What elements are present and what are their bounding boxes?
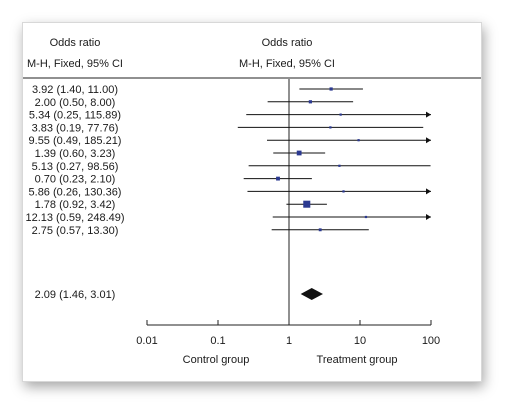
x-tick-label-3: 1 xyxy=(286,335,292,347)
x-axis-label-right: Treatment group xyxy=(317,354,398,366)
x-tick-label-4: 10 xyxy=(354,335,366,347)
ci-arrow-3 xyxy=(426,111,431,118)
x-axis-label-left: Control group xyxy=(183,354,250,366)
x-tick-label-1: 0.01 xyxy=(136,335,157,347)
forest-plot-panel: Odds ratio M-H, Fixed, 95% CI Odds ratio… xyxy=(22,22,482,382)
study-label-2: 2.00 (0.50, 8.00) xyxy=(35,97,116,109)
study-label-10: 1.78 (0.92, 3.42) xyxy=(35,199,116,211)
pooled-label: 2.09 (1.46, 3.01) xyxy=(35,289,116,301)
study-label-7: 5.13 (0.27, 98.56) xyxy=(32,161,119,173)
x-tick-label-2: 0.1 xyxy=(210,335,225,347)
point-marker-8 xyxy=(276,176,280,181)
study-label-9: 5.86 (0.26, 130.36) xyxy=(29,186,122,198)
ci-arrow-9 xyxy=(426,188,431,195)
study-label-5: 9.55 (0.49, 185.21) xyxy=(29,135,122,147)
point-marker-1 xyxy=(329,87,333,91)
study-label-11: 12.13 (0.59, 248.49) xyxy=(25,212,124,224)
point-marker-10 xyxy=(303,200,311,208)
point-marker-7 xyxy=(338,164,341,167)
forest-plot: Odds ratio M-H, Fixed, 95% CI Odds ratio… xyxy=(23,37,481,366)
point-marker-9 xyxy=(342,190,345,193)
forest-marks: 3.92 (1.40, 11.00)2.00 (0.50, 8.00)5.34 … xyxy=(25,79,440,347)
right-header-line2: M-H, Fixed, 95% CI xyxy=(239,58,335,70)
point-marker-12 xyxy=(318,228,322,232)
left-header-line2: M-H, Fixed, 95% CI xyxy=(27,58,123,70)
point-marker-2 xyxy=(308,100,312,104)
ci-arrow-11 xyxy=(426,214,431,220)
study-label-8: 0.70 (0.23, 2.10) xyxy=(35,174,116,186)
study-label-3: 5.34 (0.25, 115.89) xyxy=(29,110,121,122)
point-marker-11 xyxy=(364,215,368,219)
pooled-diamond xyxy=(300,288,323,300)
study-label-12: 2.75 (0.57, 13.30) xyxy=(32,225,119,237)
study-label-4: 3.83 (0.19, 77.76) xyxy=(32,122,119,134)
x-tick-label-5: 100 xyxy=(422,335,440,347)
study-label-1: 3.92 (1.40, 11.00) xyxy=(32,84,118,96)
point-marker-3 xyxy=(339,113,342,116)
point-marker-6 xyxy=(296,150,302,156)
study-label-6: 1.39 (0.60, 3.23) xyxy=(35,148,116,160)
ci-arrow-5 xyxy=(426,137,431,144)
left-header-line1: Odds ratio xyxy=(50,37,101,49)
point-marker-5 xyxy=(357,139,360,142)
point-marker-4 xyxy=(329,126,332,129)
right-header-line1: Odds ratio xyxy=(262,37,313,49)
